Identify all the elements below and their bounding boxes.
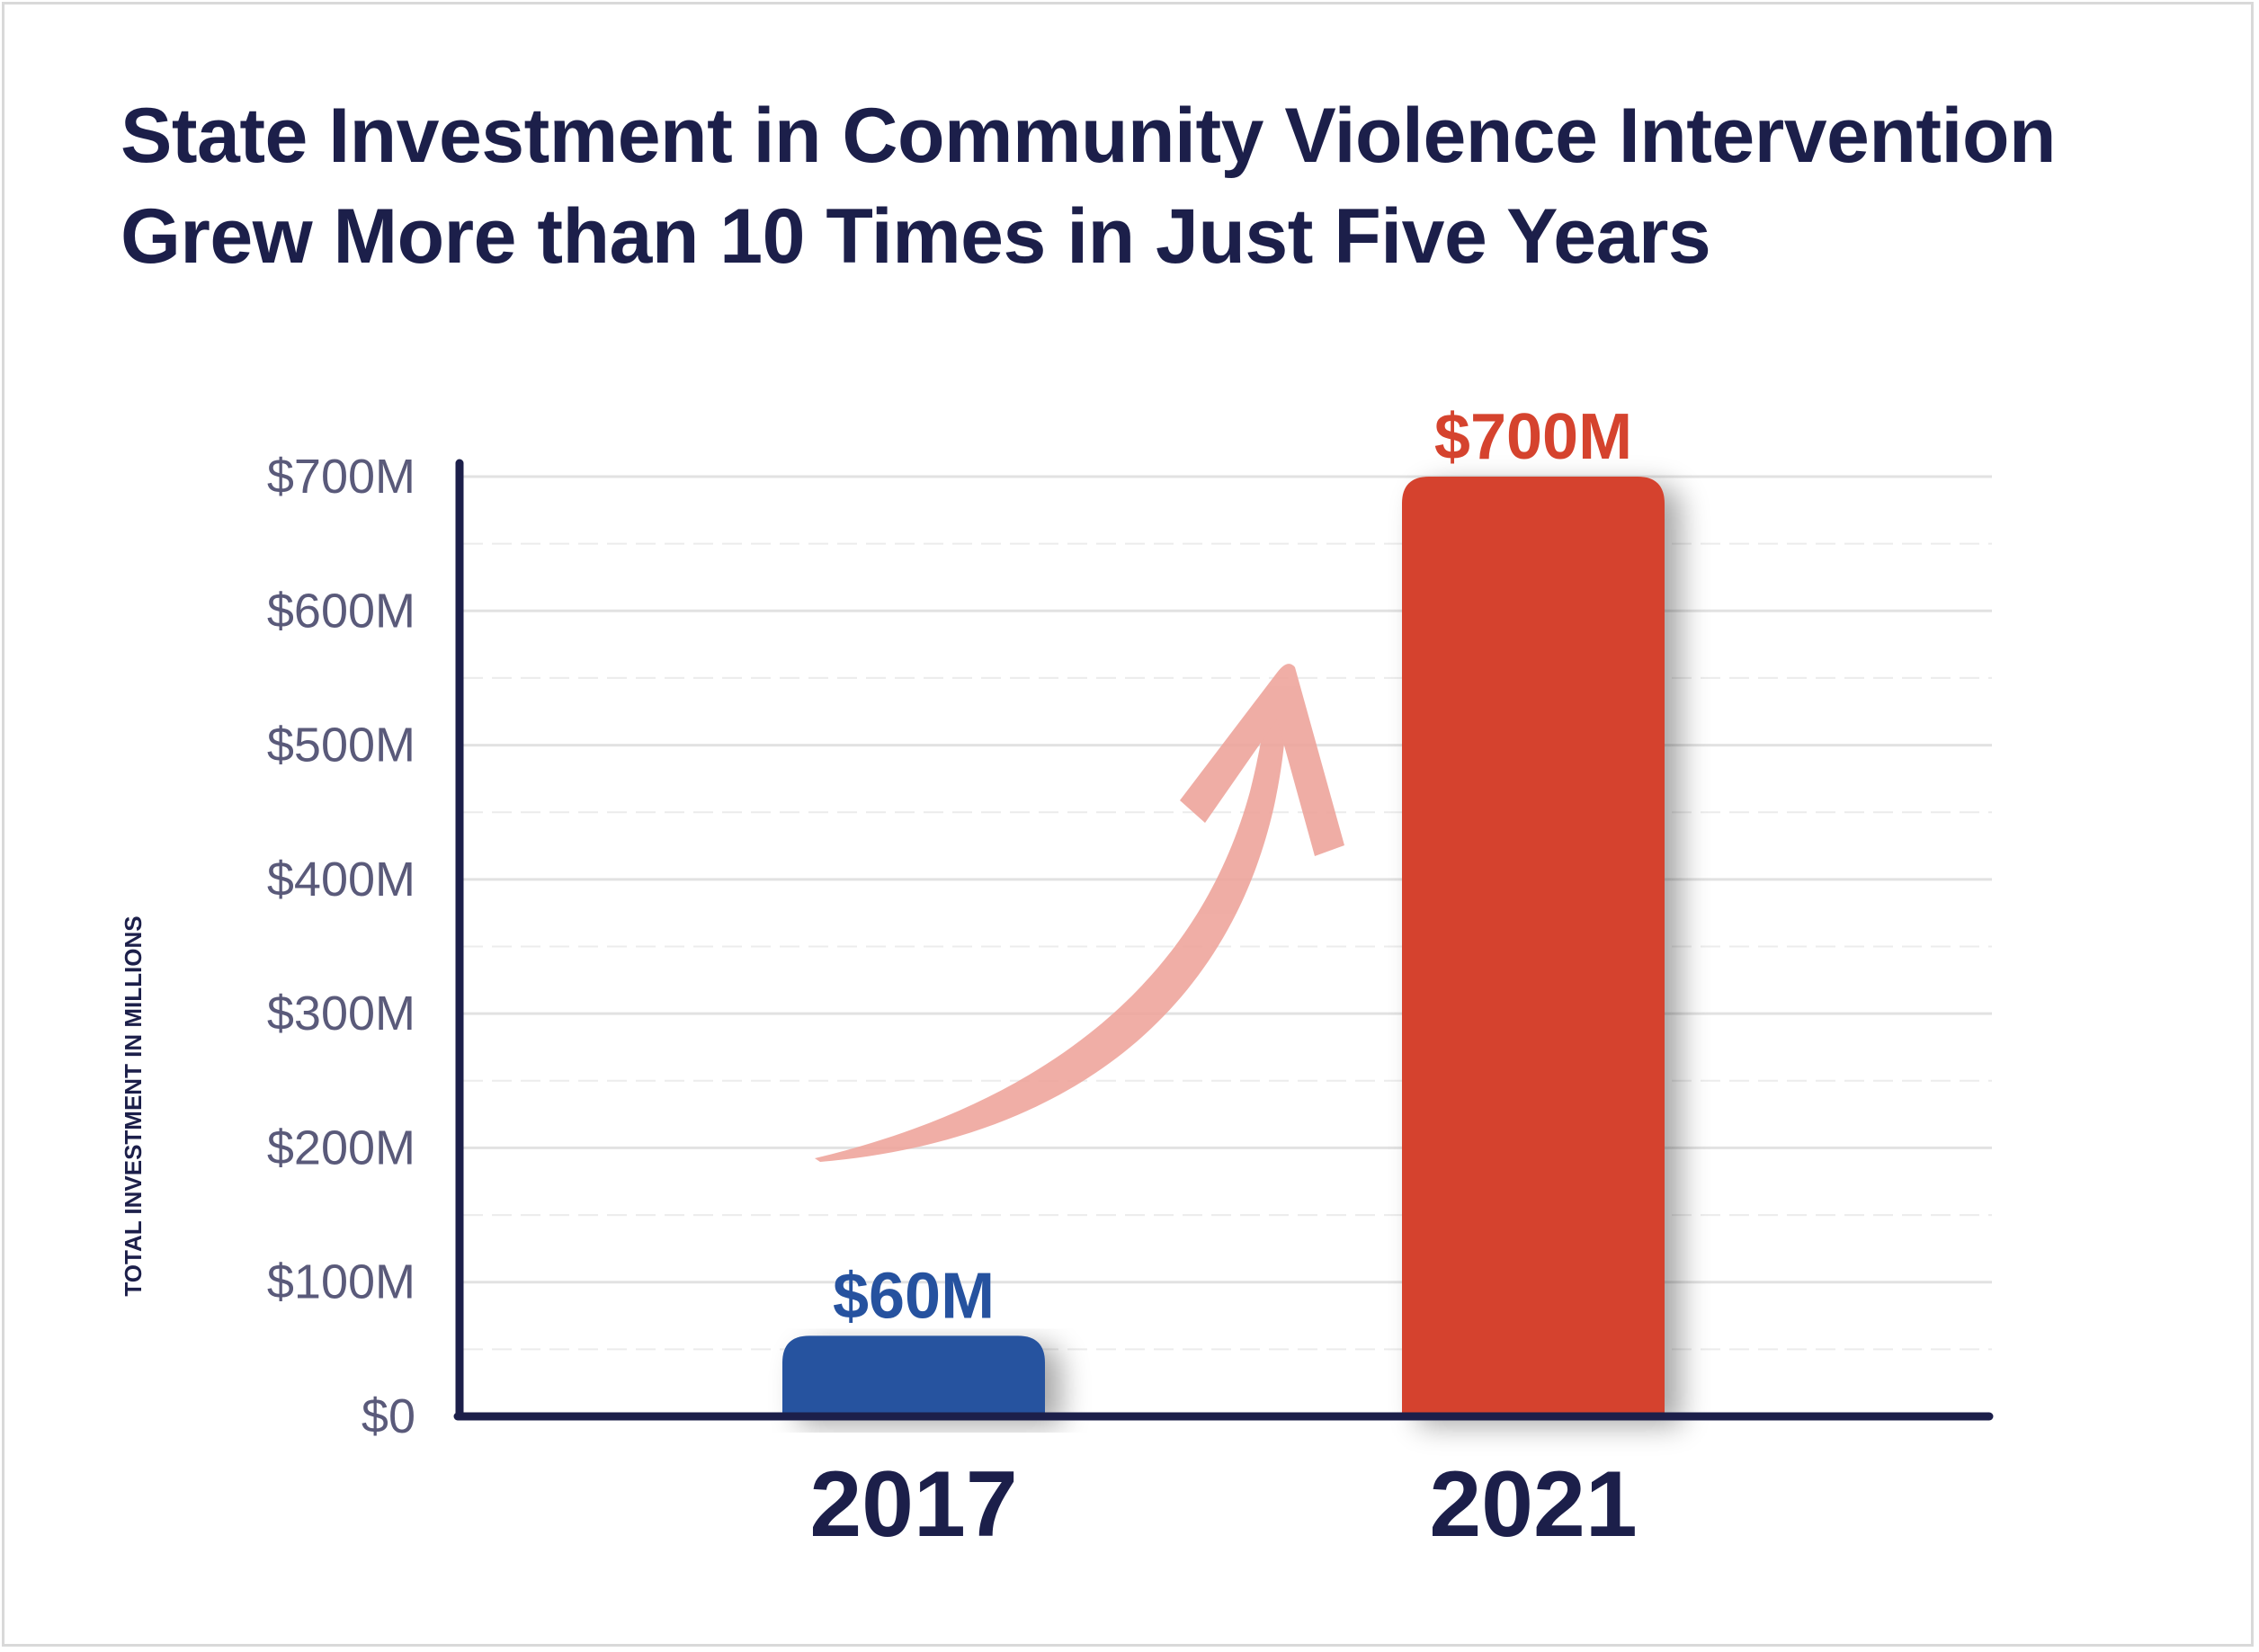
- y-axis-label: TOTAL INVESTMENT IN MILLIONS: [120, 915, 147, 1296]
- data-labels: $60M $700M: [833, 401, 1632, 1332]
- y-tick-label: $200M: [267, 1121, 415, 1174]
- bar-2017: [782, 1335, 1045, 1416]
- chart-title-line-2: Grew More than 10 Times in Just Five Yea…: [121, 193, 1711, 280]
- chart-title: State Investment in Community Violence I…: [121, 85, 2057, 287]
- y-tick-label: $100M: [267, 1255, 415, 1309]
- x-tick-label-2017: 2017: [809, 1452, 1017, 1557]
- y-tick-label: $700M: [267, 450, 415, 504]
- y-tick-label: $400M: [267, 853, 415, 906]
- bar-2021: [1402, 477, 1665, 1416]
- upward-arrow-icon: [815, 664, 1344, 1162]
- data-label-2017: $60M: [833, 1260, 995, 1332]
- x-tick-labels: 2017 2021: [809, 1452, 1637, 1557]
- bars: [782, 477, 1665, 1416]
- chart-title-line-1: State Investment in Community Violence I…: [121, 93, 2057, 179]
- y-tick-label: $500M: [267, 719, 415, 772]
- y-tick-label: $0: [362, 1389, 415, 1443]
- y-tick-label: $300M: [267, 987, 415, 1040]
- data-label-2021: $700M: [1434, 401, 1632, 473]
- y-tick-labels: $0 $100M $200M $300M $400M $500M $600M $700M: [267, 450, 415, 1443]
- x-tick-label-2021: 2021: [1429, 1452, 1637, 1557]
- y-tick-label: $600M: [267, 584, 415, 638]
